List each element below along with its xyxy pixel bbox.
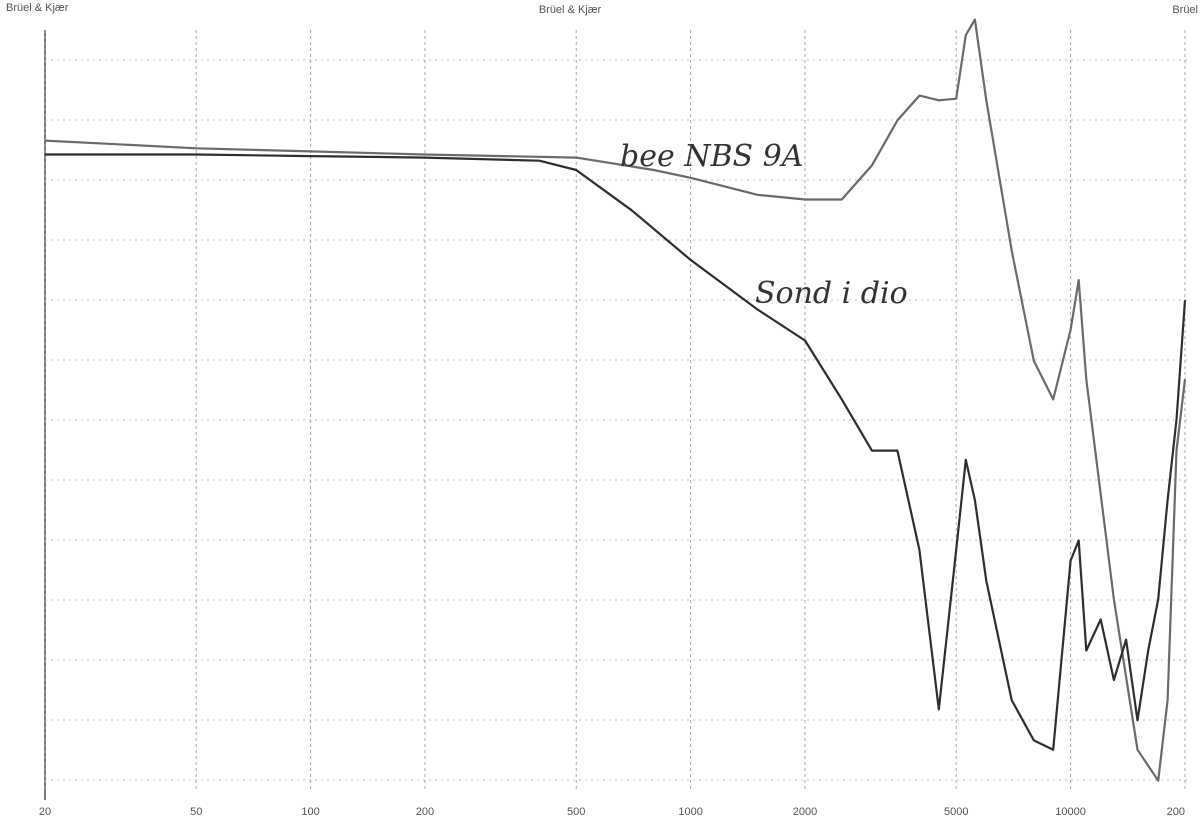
x-tick-label: 500 (567, 806, 585, 818)
header-right: Brüel (1172, 4, 1198, 16)
x-tick-label: 20 (39, 806, 51, 818)
series-line (45, 153, 1187, 751)
x-tick-label: 10000 (1055, 806, 1086, 818)
series-label: Sond i dio (755, 276, 908, 311)
x-tick-label: 2000 (793, 806, 817, 818)
x-tick-label: 5000 (944, 806, 968, 818)
x-tick-label: 200 (1167, 806, 1185, 818)
x-tick-label: 200 (416, 806, 434, 818)
series-line (44, 18, 1187, 782)
x-tick-label: 100 (301, 806, 319, 818)
x-tick-label: 50 (190, 806, 202, 818)
x-tick-label: 1000 (678, 806, 702, 818)
series-label: bee NBS 9A (620, 139, 803, 174)
header-center: Brüel & Kjær (539, 4, 602, 16)
paper-ruling (45, 59, 1190, 781)
header-left: Brüel & Kjær (6, 2, 69, 14)
